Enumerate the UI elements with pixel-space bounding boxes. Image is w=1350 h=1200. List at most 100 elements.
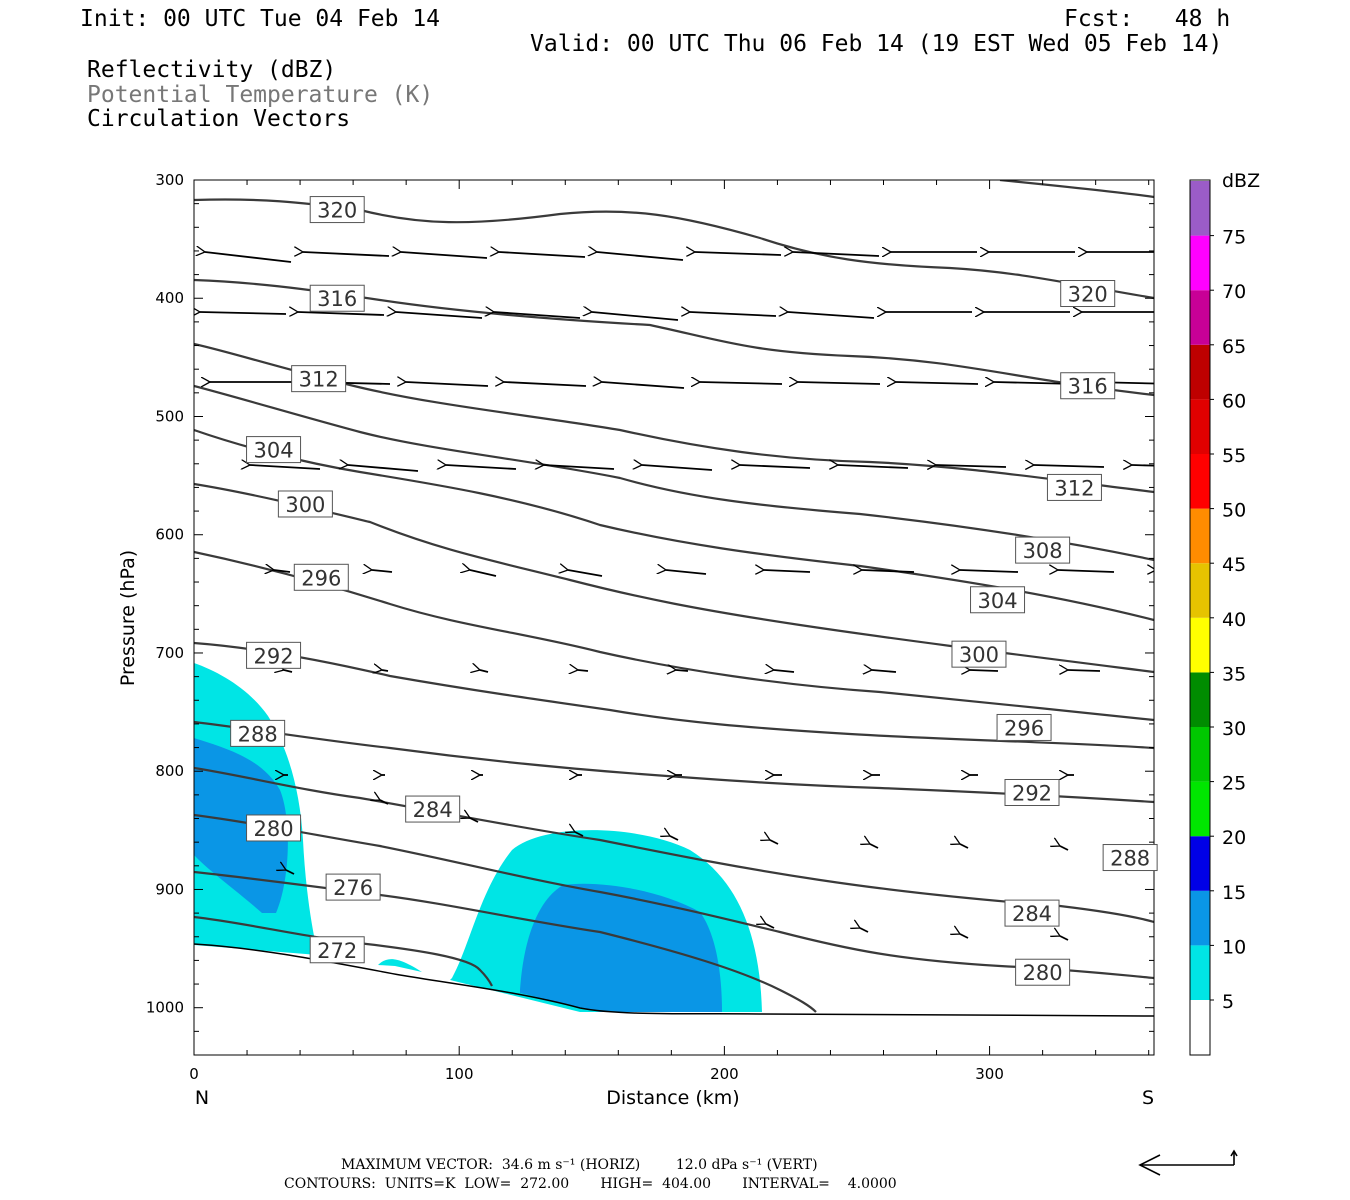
circulation-vector bbox=[372, 570, 393, 572]
circulation-vector bbox=[1068, 670, 1101, 671]
circulation-vector bbox=[602, 382, 685, 389]
contour-label: 292 bbox=[1012, 782, 1052, 806]
circulation-vector bbox=[770, 840, 779, 845]
isentrope-276 bbox=[194, 870, 817, 1013]
y-tick-label: 600 bbox=[155, 526, 184, 544]
y-tick-label: 400 bbox=[155, 289, 184, 307]
colorbar-swatch-75 bbox=[1190, 181, 1210, 236]
contour-label: 288 bbox=[1110, 847, 1150, 871]
colorbar-label: 15 bbox=[1222, 882, 1246, 904]
circulation-vector bbox=[666, 570, 707, 575]
isentrope-304 bbox=[194, 428, 1154, 622]
isentrope-272 bbox=[194, 915, 493, 987]
circulation-vector bbox=[382, 670, 389, 671]
contour-label: 312 bbox=[1054, 476, 1094, 500]
circulation-vector bbox=[1034, 465, 1105, 467]
contour-label-box bbox=[309, 936, 365, 964]
circulation-vector bbox=[575, 832, 584, 837]
colorbar-label: 30 bbox=[1222, 718, 1246, 740]
colorbar-swatch-35 bbox=[1190, 617, 1210, 673]
isentrope-292 bbox=[194, 641, 1154, 750]
colorbar-swatch-5 bbox=[1190, 945, 1210, 1000]
contour-info: CONTOURS: UNITS=K LOW= 272.00 HIGH= 404.… bbox=[284, 1176, 897, 1192]
circulation-vector bbox=[250, 465, 321, 469]
circulation-vector bbox=[960, 844, 969, 849]
reflectivity-10dbz-right bbox=[520, 883, 722, 1012]
contour-label: 292 bbox=[254, 644, 294, 668]
circulation-vector bbox=[470, 818, 479, 823]
valid-time: Valid: 00 UTC Thu 06 Feb 14 (19 EST Wed … bbox=[530, 31, 1223, 57]
circulation-vector bbox=[380, 800, 389, 805]
circulation-vector bbox=[872, 670, 897, 672]
circulation-vector bbox=[960, 570, 1019, 572]
y-tick-label: 900 bbox=[155, 880, 184, 898]
circulation-vector bbox=[1058, 570, 1115, 572]
circulation-vector bbox=[896, 382, 979, 384]
contour-label-box bbox=[277, 490, 333, 518]
contour-label: 308 bbox=[1023, 539, 1063, 563]
circulation-vector bbox=[396, 312, 483, 319]
y-tick-label: 800 bbox=[155, 762, 184, 780]
colorbar-label: 20 bbox=[1222, 827, 1246, 849]
colorbar-label: 55 bbox=[1222, 445, 1246, 467]
circulation-vector bbox=[838, 465, 909, 468]
circulation-vector bbox=[504, 382, 587, 386]
circulation-vector bbox=[862, 570, 915, 572]
circulation-vector bbox=[766, 924, 775, 929]
circulation-vector bbox=[480, 670, 489, 672]
plot-frame bbox=[193, 179, 1155, 1056]
circulation-vector bbox=[470, 570, 497, 577]
contour-label: 316 bbox=[1068, 375, 1108, 399]
circulation-vector bbox=[274, 570, 291, 572]
contour-label: 288 bbox=[238, 722, 278, 746]
y-tick-label: 300 bbox=[155, 171, 184, 189]
colorbar-label: 60 bbox=[1222, 390, 1246, 412]
max-vector-note: MAXIMUM VECTOR: 34.6 m s⁻¹ (HORIZ) 12.0 … bbox=[341, 1157, 818, 1173]
colorbar-swatch-50 bbox=[1190, 454, 1210, 509]
contour-label-box bbox=[246, 814, 302, 842]
circulation-vector bbox=[298, 312, 385, 315]
x-tick-label: 300 bbox=[975, 1065, 1004, 1083]
contour-label-box bbox=[325, 873, 381, 901]
colorbar-label: 45 bbox=[1222, 554, 1246, 576]
circulation-vector bbox=[284, 670, 293, 672]
colorbar-label: 5 bbox=[1222, 991, 1234, 1013]
colorbar-swatch-10 bbox=[1190, 890, 1210, 946]
colorbar-label: 35 bbox=[1222, 663, 1246, 685]
circulation-vector bbox=[401, 252, 488, 259]
circulation-vector bbox=[695, 252, 782, 255]
circulation-vector bbox=[690, 312, 777, 316]
contour-label: 284 bbox=[1012, 902, 1052, 926]
colorbar-swatch-60 bbox=[1190, 344, 1210, 400]
colorbar-swatch-55 bbox=[1190, 399, 1210, 454]
circulation-vector bbox=[788, 312, 875, 319]
contour-label-box bbox=[1060, 280, 1116, 308]
circulation-vector bbox=[676, 670, 689, 671]
contour-label-box bbox=[309, 196, 365, 224]
contour-label-box bbox=[951, 640, 1007, 668]
circulation-vector bbox=[1132, 465, 1154, 467]
contour-label: 280 bbox=[1023, 961, 1063, 985]
field-potential-temperature: Potential Temperature (K) bbox=[87, 82, 434, 108]
y-tick-label: 700 bbox=[155, 644, 184, 662]
north-label: N bbox=[195, 1087, 209, 1109]
circulation-vector bbox=[860, 928, 869, 933]
field-circulation-vectors: Circulation Vectors bbox=[87, 106, 351, 132]
isentrope-320-right bbox=[999, 180, 1154, 199]
field-reflectivity: Reflectivity (dBZ) bbox=[87, 57, 337, 83]
circulation-vector bbox=[960, 934, 969, 939]
init-time: Init: 00 UTC Tue 04 Feb 14 bbox=[80, 6, 441, 32]
contour-label-box bbox=[291, 365, 347, 393]
colorbar-label: 75 bbox=[1222, 227, 1246, 249]
circulation-vector bbox=[446, 465, 517, 469]
south-label: S bbox=[1142, 1087, 1154, 1109]
circulation-vector bbox=[597, 252, 684, 261]
contour-label: 272 bbox=[317, 939, 357, 963]
circulation-vector bbox=[494, 312, 581, 319]
contour-label-box bbox=[1060, 372, 1116, 400]
circulation-vector bbox=[200, 312, 287, 314]
contour-label-box bbox=[246, 641, 302, 669]
colorbar-label: 70 bbox=[1222, 281, 1246, 303]
colorbar-swatch-65 bbox=[1190, 290, 1210, 345]
